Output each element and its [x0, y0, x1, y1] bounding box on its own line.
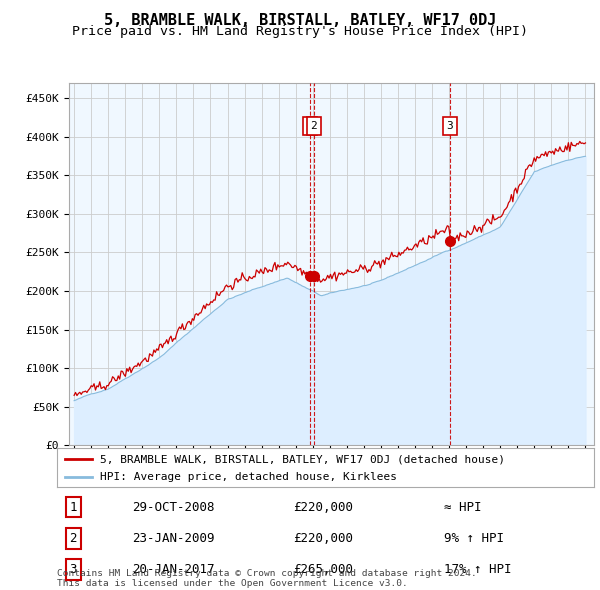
- Text: ≈ HPI: ≈ HPI: [443, 501, 481, 514]
- Text: 1: 1: [307, 121, 313, 131]
- Text: 5, BRAMBLE WALK, BIRSTALL, BATLEY, WF17 0DJ (detached house): 5, BRAMBLE WALK, BIRSTALL, BATLEY, WF17 …: [100, 454, 505, 464]
- Text: 5, BRAMBLE WALK, BIRSTALL, BATLEY, WF17 0DJ: 5, BRAMBLE WALK, BIRSTALL, BATLEY, WF17 …: [104, 13, 496, 28]
- Text: £265,000: £265,000: [293, 563, 353, 576]
- Text: Price paid vs. HM Land Registry's House Price Index (HPI): Price paid vs. HM Land Registry's House …: [72, 25, 528, 38]
- Text: 1: 1: [70, 501, 77, 514]
- Text: 17% ↑ HPI: 17% ↑ HPI: [443, 563, 511, 576]
- Text: HPI: Average price, detached house, Kirklees: HPI: Average price, detached house, Kirk…: [100, 472, 397, 482]
- Text: £220,000: £220,000: [293, 501, 353, 514]
- Text: 23-JAN-2009: 23-JAN-2009: [132, 532, 215, 545]
- Text: 20-JAN-2017: 20-JAN-2017: [132, 563, 215, 576]
- Text: Contains HM Land Registry data © Crown copyright and database right 2024.
This d: Contains HM Land Registry data © Crown c…: [57, 569, 477, 588]
- Text: £220,000: £220,000: [293, 532, 353, 545]
- Text: 9% ↑ HPI: 9% ↑ HPI: [443, 532, 503, 545]
- Text: 3: 3: [70, 563, 77, 576]
- Text: 2: 2: [70, 532, 77, 545]
- Text: 2: 2: [311, 121, 317, 131]
- Text: 3: 3: [446, 121, 454, 131]
- Text: 29-OCT-2008: 29-OCT-2008: [132, 501, 215, 514]
